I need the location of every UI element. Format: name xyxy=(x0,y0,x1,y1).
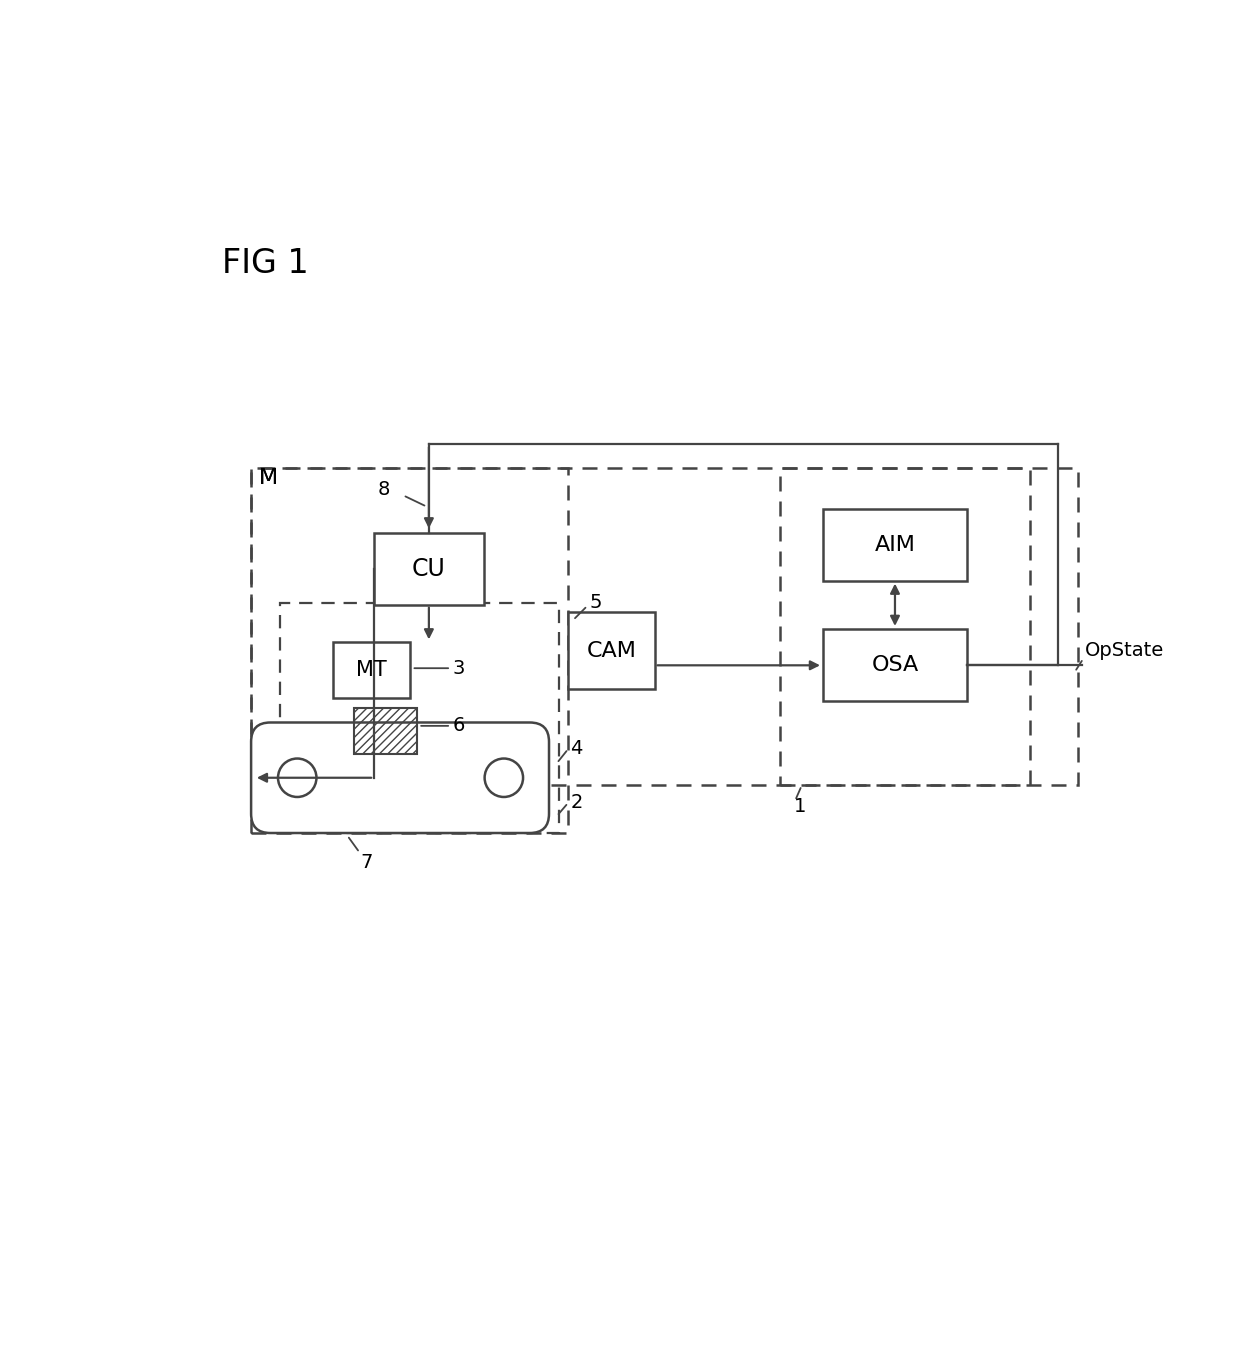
FancyBboxPatch shape xyxy=(250,723,549,833)
Bar xyxy=(568,612,655,689)
Text: M: M xyxy=(259,468,278,487)
Text: M: M xyxy=(259,468,278,487)
Text: 1: 1 xyxy=(794,797,806,816)
Circle shape xyxy=(485,759,523,797)
Text: 2: 2 xyxy=(570,793,583,812)
Bar xyxy=(373,533,484,606)
Bar xyxy=(332,642,409,699)
Text: CAM: CAM xyxy=(587,641,636,661)
Text: 7: 7 xyxy=(361,853,372,872)
Text: OSA: OSA xyxy=(872,656,919,676)
Text: 8: 8 xyxy=(377,481,389,499)
Text: CU: CU xyxy=(412,557,445,581)
Text: 4: 4 xyxy=(570,739,583,758)
Bar xyxy=(250,468,1078,786)
Bar xyxy=(280,603,558,833)
Text: 3: 3 xyxy=(453,658,465,677)
Circle shape xyxy=(278,759,316,797)
Bar xyxy=(823,630,967,701)
Text: 6: 6 xyxy=(453,716,465,735)
Bar xyxy=(250,468,568,833)
Text: AIM: AIM xyxy=(874,536,915,555)
Text: FIG 1: FIG 1 xyxy=(222,248,309,280)
Bar xyxy=(823,509,967,581)
Bar xyxy=(780,468,1029,786)
Text: MT: MT xyxy=(356,660,387,680)
Text: OpState: OpState xyxy=(1085,642,1164,661)
Bar xyxy=(355,708,417,754)
Text: 5: 5 xyxy=(589,594,601,612)
